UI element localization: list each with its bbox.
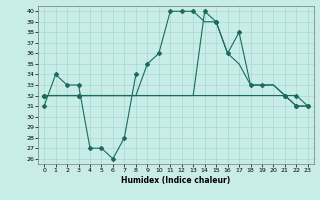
X-axis label: Humidex (Indice chaleur): Humidex (Indice chaleur) [121,176,231,185]
